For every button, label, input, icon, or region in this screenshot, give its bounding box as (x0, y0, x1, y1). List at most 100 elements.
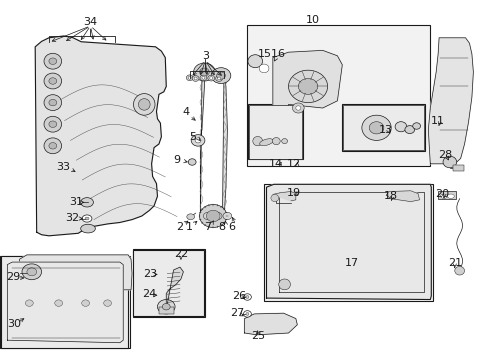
Polygon shape (427, 38, 472, 164)
Ellipse shape (252, 136, 262, 146)
Text: 14: 14 (269, 159, 283, 169)
Text: 32: 32 (65, 213, 79, 223)
Ellipse shape (412, 123, 420, 129)
Text: 3: 3 (202, 51, 208, 61)
Bar (159, 307, 173, 314)
Ellipse shape (394, 122, 406, 132)
Ellipse shape (295, 106, 300, 110)
Ellipse shape (243, 311, 251, 317)
Text: 5: 5 (189, 132, 196, 142)
Polygon shape (272, 50, 342, 158)
Ellipse shape (288, 70, 327, 103)
Text: 30: 30 (7, 319, 20, 329)
Text: 10: 10 (305, 15, 319, 25)
Ellipse shape (243, 294, 251, 300)
Polygon shape (386, 191, 419, 202)
Ellipse shape (193, 63, 215, 81)
Text: 28: 28 (437, 150, 451, 160)
Text: 4: 4 (182, 107, 189, 117)
Text: 27: 27 (229, 308, 244, 318)
Text: 12: 12 (287, 159, 301, 169)
Bar (264, 184, 432, 301)
Ellipse shape (44, 138, 61, 154)
Ellipse shape (195, 138, 201, 143)
Ellipse shape (259, 64, 268, 73)
Text: 24: 24 (142, 289, 156, 300)
Ellipse shape (49, 58, 57, 64)
Ellipse shape (247, 55, 262, 68)
Ellipse shape (103, 300, 111, 306)
Ellipse shape (216, 72, 225, 79)
Polygon shape (166, 267, 183, 310)
Ellipse shape (186, 75, 193, 81)
Polygon shape (222, 74, 227, 220)
Ellipse shape (55, 300, 62, 306)
Ellipse shape (223, 212, 231, 220)
Ellipse shape (157, 300, 175, 314)
Ellipse shape (162, 303, 170, 310)
Ellipse shape (298, 78, 317, 94)
Polygon shape (272, 192, 295, 201)
Ellipse shape (133, 94, 155, 115)
Text: 20: 20 (435, 189, 448, 199)
Text: 18: 18 (384, 191, 397, 201)
Ellipse shape (217, 77, 220, 80)
Text: 17: 17 (345, 258, 358, 268)
Text: 7: 7 (203, 222, 210, 232)
Text: 19: 19 (286, 188, 300, 198)
Bar (342, 104, 425, 151)
Ellipse shape (81, 300, 89, 306)
Text: 21: 21 (447, 258, 461, 268)
Ellipse shape (199, 68, 209, 76)
Polygon shape (35, 36, 166, 236)
Ellipse shape (81, 224, 95, 233)
Ellipse shape (207, 75, 214, 81)
Ellipse shape (206, 210, 220, 222)
Ellipse shape (27, 268, 37, 276)
Ellipse shape (259, 139, 273, 146)
Bar (248, 104, 303, 159)
Text: 23: 23 (143, 269, 157, 279)
Bar (452, 165, 463, 171)
Bar (246, 25, 429, 166)
Ellipse shape (188, 76, 191, 79)
Ellipse shape (44, 116, 61, 132)
Ellipse shape (447, 194, 453, 198)
Bar (437, 191, 455, 199)
Text: 33: 33 (57, 162, 70, 172)
Ellipse shape (202, 76, 204, 79)
Ellipse shape (49, 99, 57, 106)
Text: 1: 1 (185, 222, 192, 232)
Bar (133, 250, 204, 316)
Ellipse shape (81, 198, 93, 207)
Ellipse shape (22, 264, 41, 280)
Text: 1516: 1516 (257, 49, 285, 59)
Text: 9: 9 (173, 155, 180, 165)
Text: 22: 22 (173, 249, 188, 259)
Ellipse shape (186, 214, 194, 220)
Ellipse shape (191, 135, 204, 146)
Text: 26: 26 (232, 291, 246, 301)
Ellipse shape (49, 121, 57, 127)
Ellipse shape (281, 139, 287, 144)
Ellipse shape (44, 73, 61, 89)
Ellipse shape (44, 53, 61, 69)
Text: 2: 2 (176, 222, 183, 232)
Polygon shape (266, 184, 430, 300)
Text: 25: 25 (250, 331, 264, 341)
Ellipse shape (188, 159, 196, 165)
Text: 8: 8 (218, 222, 225, 232)
Bar (0, 256, 129, 348)
Ellipse shape (194, 77, 197, 80)
Text: 29: 29 (6, 272, 21, 282)
Polygon shape (244, 313, 297, 335)
Ellipse shape (209, 77, 212, 80)
Ellipse shape (245, 296, 248, 298)
Ellipse shape (270, 194, 278, 202)
Ellipse shape (138, 99, 150, 110)
Ellipse shape (199, 204, 226, 228)
Ellipse shape (272, 138, 280, 145)
Ellipse shape (361, 115, 390, 140)
Ellipse shape (49, 143, 57, 149)
Bar (343, 105, 423, 150)
